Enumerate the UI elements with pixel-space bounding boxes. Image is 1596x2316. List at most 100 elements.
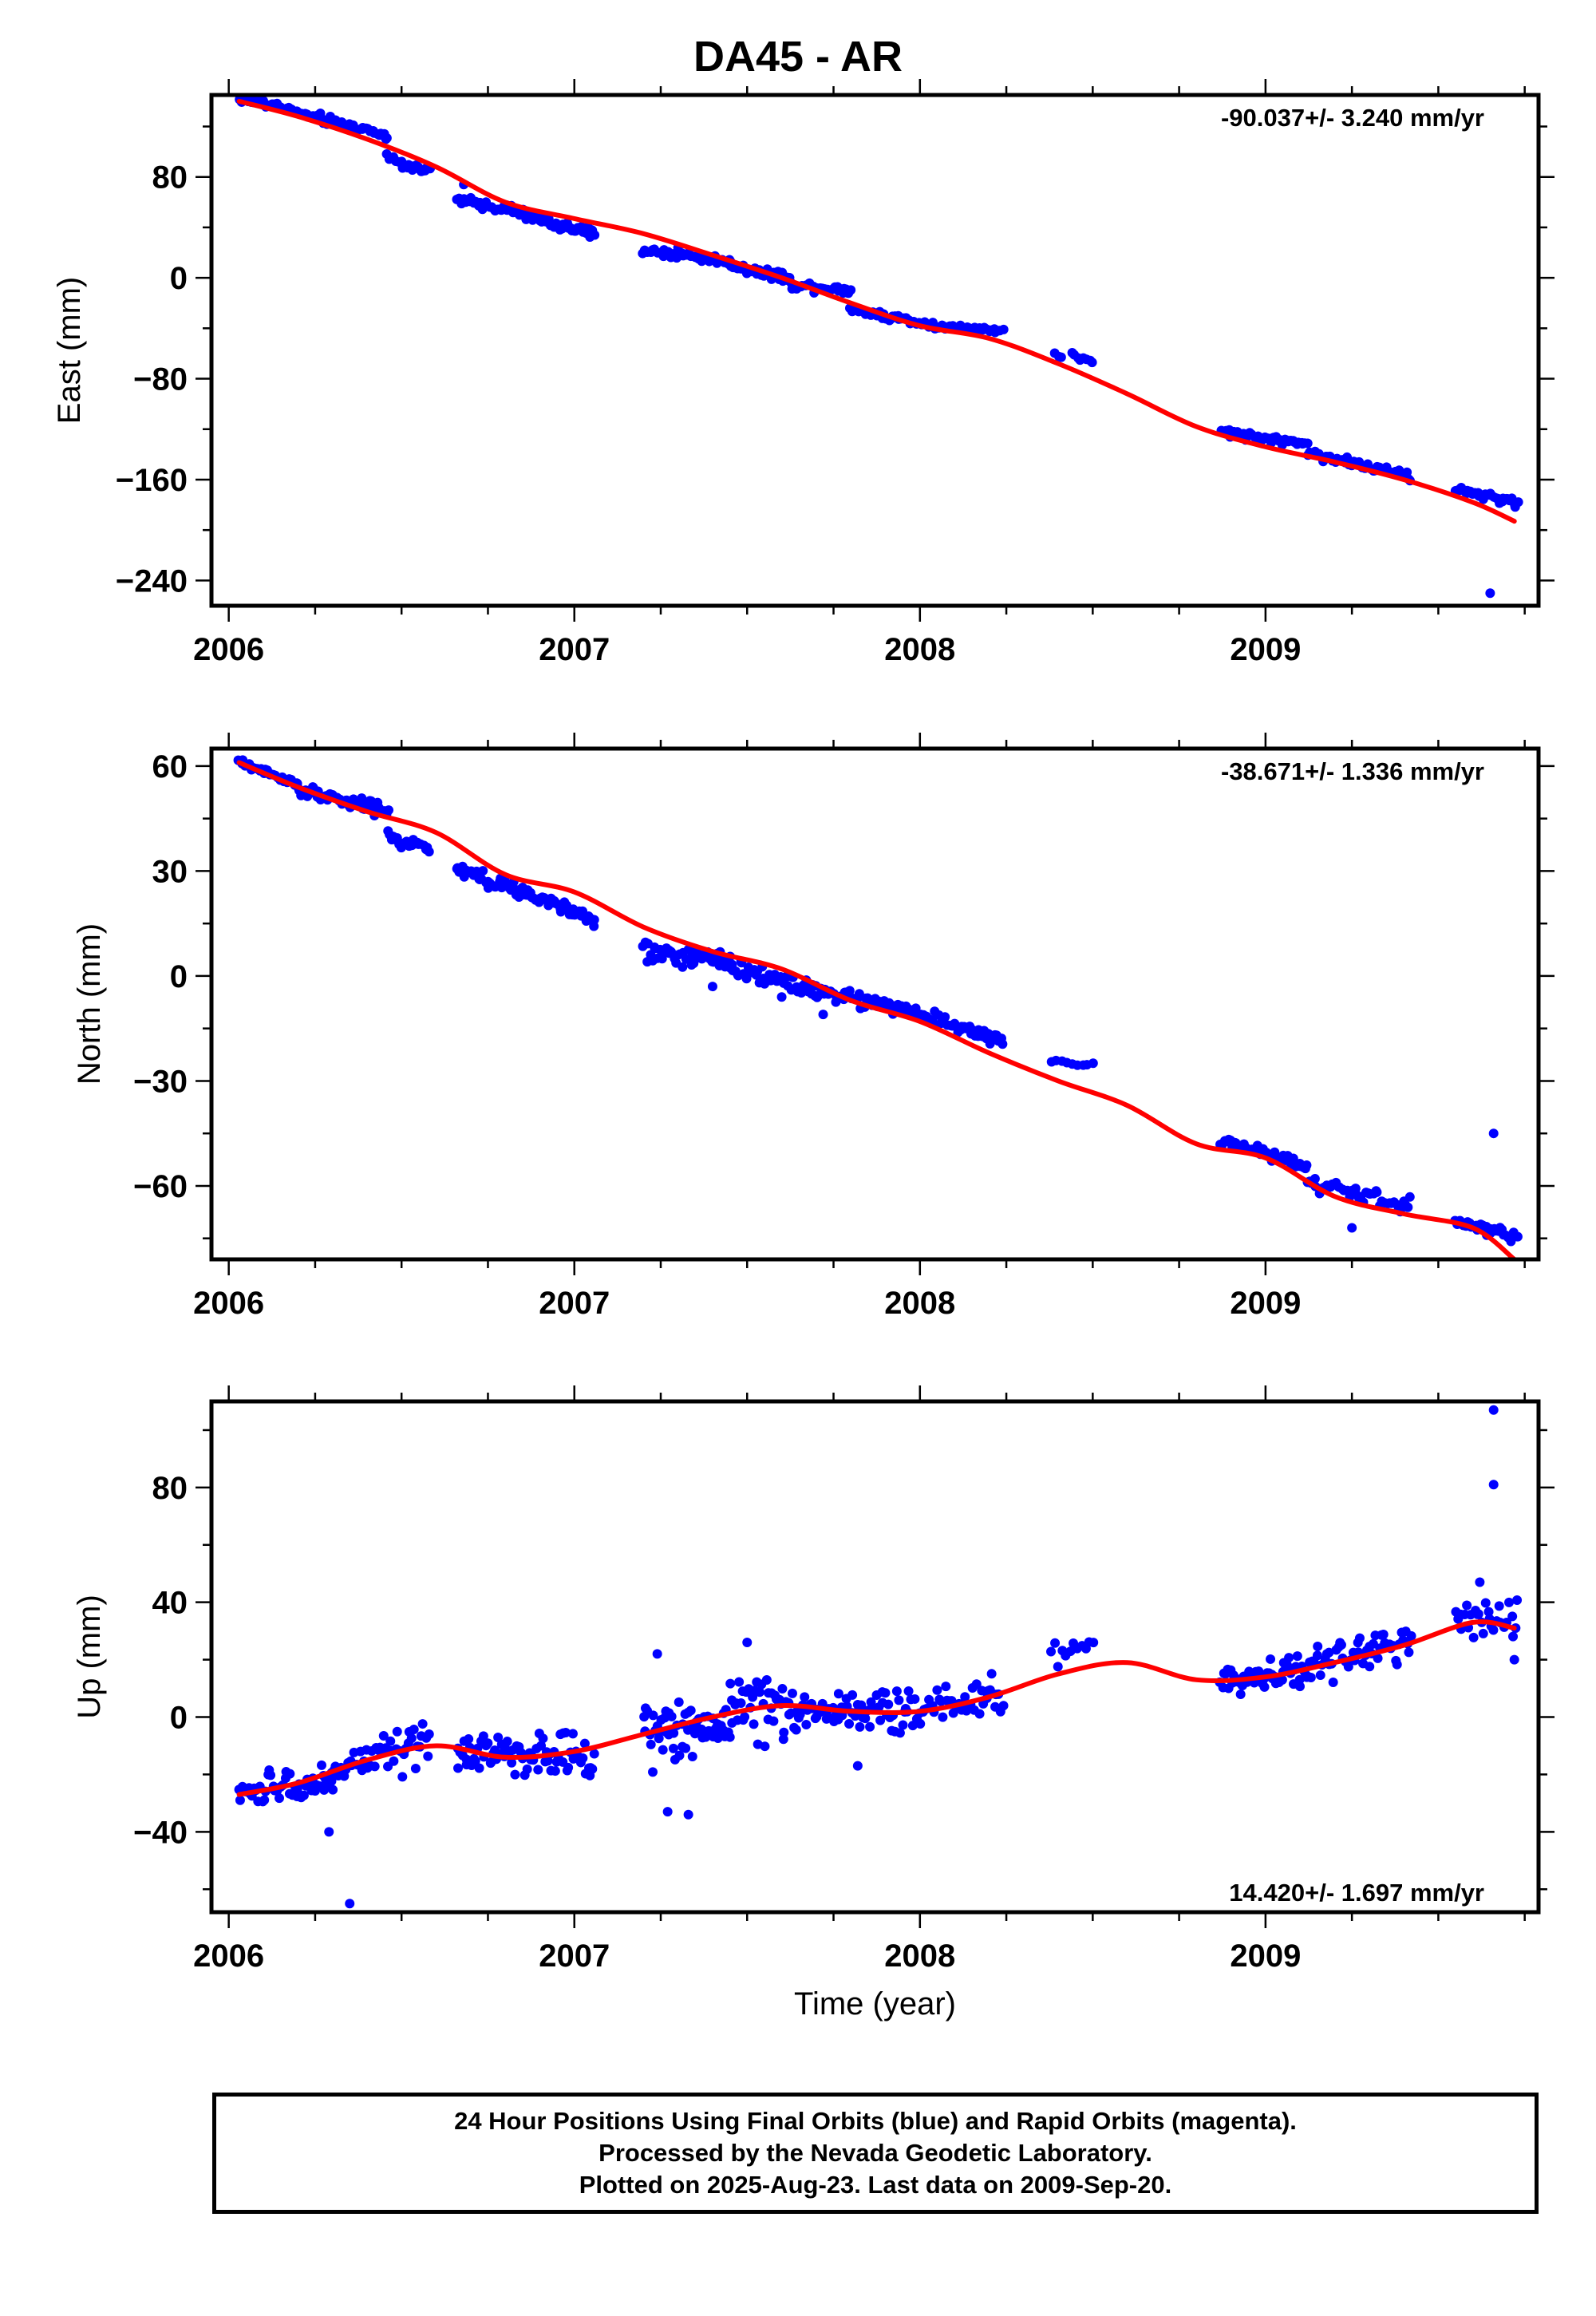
data-point [894,1695,904,1705]
data-point [397,1772,408,1782]
up-rate-label: 14.420+/- 1.697 mm/yr [1229,1879,1484,1907]
data-point [960,1692,970,1702]
data-point [1392,1659,1402,1670]
x-axis-label: Time (year) [794,1986,956,2022]
data-point [736,1697,746,1708]
data-point [844,1719,855,1729]
east-y-tick-label: −80 [133,362,188,397]
east-x-tick-label: 2009 [1230,632,1301,667]
time-series-panels: 2006 2007 2008 2009 80 0 −80 −160 −240 East (mm) -… [52,79,1555,2022]
data-point [502,1737,512,1747]
data-point [1050,1638,1061,1648]
data-point [1259,1682,1270,1692]
data-point [1354,1633,1365,1643]
data-point [326,1776,337,1786]
outlier-point [1485,588,1495,599]
data-point [259,1795,270,1805]
up-x-tick-label: 2006 [193,1939,264,1974]
data-point [1056,352,1066,362]
data-point [779,1727,789,1737]
north-x-ticks [196,733,1555,1275]
data-point [1292,1651,1302,1662]
data-point [369,1761,380,1772]
data-point [1282,1660,1293,1670]
data-point [410,1764,421,1774]
outlier-point [345,1899,355,1909]
data-point [974,1709,985,1719]
data-point [1310,1173,1320,1184]
north-x-tick-label: 2006 [193,1286,264,1321]
data-point [1378,1629,1389,1639]
data-point [844,986,855,996]
up-x-tick-label: 2008 [884,1939,955,1974]
data-point [560,1728,571,1738]
data-point [998,1701,1009,1711]
east-fit-curve [236,98,1517,524]
data-point [1373,1653,1383,1663]
data-point [1350,1184,1361,1194]
east-y-tick-label: 80 [152,160,188,196]
data-point [678,962,688,972]
data-point [1406,1630,1416,1641]
data-point [734,1677,745,1687]
data-point [453,1763,464,1773]
data-point [423,1751,433,1761]
up-y-axis-label: Up (mm) [72,1595,107,1719]
data-point [855,1721,865,1732]
north-x-tick-label: 2008 [884,1286,955,1321]
data-point [880,1688,891,1698]
data-point [941,1682,951,1692]
data-point [1088,1638,1099,1648]
data-point [1087,358,1097,368]
data-point [895,1728,905,1738]
data-point [1478,1628,1488,1638]
data-point [971,1679,982,1690]
outlier-point [1488,1128,1499,1139]
data-point [1266,1654,1276,1664]
data-point [1403,1202,1413,1212]
data-point [833,1689,843,1699]
data-point [378,1730,389,1741]
data-point [648,1710,658,1721]
up-fit-curve [236,1619,1517,1797]
data-point [860,1713,871,1724]
outlier-point [683,1809,693,1820]
data-point [533,1765,543,1775]
data-point [538,1733,548,1744]
data-point [669,1728,679,1738]
east-x-tick-label: 2007 [539,632,610,667]
data-point [563,1762,574,1773]
data-point [646,1739,656,1749]
panel-up: 2006 2007 2008 2009 80 40 0 −40 Up (mm) 14.420+/-… [72,1385,1555,2022]
data-point [235,1795,245,1805]
data-point [846,285,856,295]
data-point [409,1724,419,1734]
data-point [998,324,1009,334]
data-point [1324,1647,1334,1658]
outlier-point [324,1827,334,1837]
north-x-tick-label: 2009 [1230,1286,1301,1321]
data-point [778,1734,788,1745]
up-plot-frame [209,1399,1541,1915]
outlier-point [852,1761,863,1771]
data-point [915,1719,926,1729]
data-point [298,1790,309,1800]
panel-east: 2006 2007 2008 2009 80 0 −80 −160 −240 East (mm) -… [52,79,1555,667]
data-point [725,1732,735,1742]
data-point [1277,1674,1287,1685]
data-point [1235,1690,1246,1700]
data-point [801,1719,812,1729]
data-point [1088,1058,1098,1069]
data-point [1302,438,1313,449]
data-point [865,1721,875,1732]
east-x-tick-label: 2006 [193,632,264,667]
east-y-tick-label: −240 [116,563,188,599]
data-point [685,1705,696,1716]
north-rate-label: -38.671+/- 1.336 mm/yr [1221,757,1484,785]
up-y-tick-label: 0 [170,1701,188,1736]
data-point [483,1738,493,1749]
east-y-tick-label: −160 [116,463,188,498]
data-point [666,1711,677,1721]
data-point [986,1669,997,1679]
data-point [590,230,600,240]
